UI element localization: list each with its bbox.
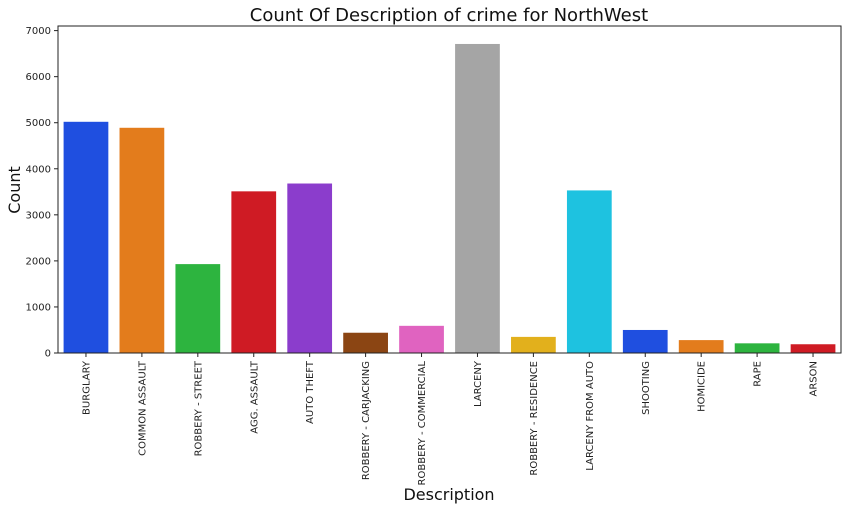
x-tick-label: LARCENY FROM AUTO xyxy=(585,361,596,471)
y-tick-label: 3000 xyxy=(26,210,51,221)
chart-title: Count Of Description of crime for NorthW… xyxy=(250,5,648,26)
plot-area: 0 1000 2000 3000 4000 5000 6000 7000 BURGLARY COM… xyxy=(26,26,836,485)
y-tick-label: 7000 xyxy=(26,26,51,37)
y-tick-label: 5000 xyxy=(26,118,51,129)
bar xyxy=(678,340,724,353)
bar xyxy=(343,332,388,353)
y-tick-label: 1000 xyxy=(26,302,51,313)
bar xyxy=(511,336,556,353)
x-tick-label: RAPE xyxy=(753,361,764,387)
bar xyxy=(734,343,780,353)
x-axis-title: Description xyxy=(403,485,494,504)
x-tick-label: ROBBERY - STREET xyxy=(193,360,204,456)
bar xyxy=(175,264,221,353)
x-tick-label: HOMICIDE xyxy=(697,361,708,412)
bar xyxy=(63,121,109,353)
bar xyxy=(119,127,165,353)
y-tick-label: 4000 xyxy=(26,164,51,175)
x-tick-label: ROBBERY - CARJACKING xyxy=(361,361,372,480)
x-tick-label: BURGLARY xyxy=(81,360,92,415)
bar xyxy=(790,344,836,353)
y-tick-label: 2000 xyxy=(26,256,51,267)
x-tick-label: SHOOTING xyxy=(641,361,652,415)
bar xyxy=(287,183,333,353)
x-tick-label: LARCENY xyxy=(473,360,484,407)
x-tick-label: AUTO THEFT xyxy=(305,360,316,424)
bar xyxy=(566,190,612,353)
x-tick-label: ARSON xyxy=(809,361,820,397)
y-tick-label: 0 xyxy=(45,349,51,360)
plot-frame xyxy=(57,25,842,354)
x-tick-label: COMMON ASSAULT xyxy=(137,360,148,456)
bar xyxy=(622,329,668,353)
bar xyxy=(399,325,444,353)
y-tick-label: 6000 xyxy=(26,72,51,83)
bar xyxy=(231,191,277,353)
bar xyxy=(455,43,500,353)
x-tick-label: AGG. ASSAULT xyxy=(249,360,260,434)
x-tick-label: ROBBERY - RESIDENCE xyxy=(529,361,540,476)
y-axis-title: Count xyxy=(5,166,24,214)
x-tick-label: ROBBERY - COMMERCIAL xyxy=(417,361,428,486)
